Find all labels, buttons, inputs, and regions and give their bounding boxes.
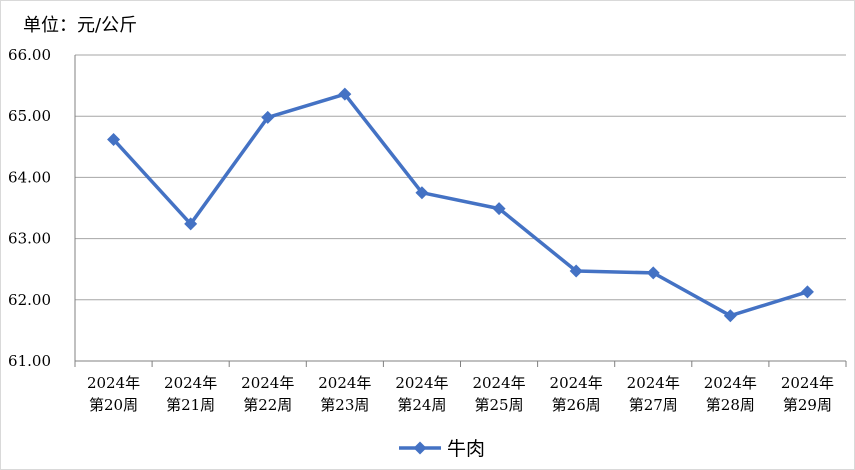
- data-point: [569, 264, 583, 278]
- y-tick-label: 61.00: [8, 352, 51, 370]
- legend-label: 牛肉: [447, 438, 485, 460]
- series-line: [112, 92, 808, 318]
- legend-marker: [413, 441, 427, 455]
- data-point: [492, 202, 506, 216]
- unit-label: 单位：元/公斤: [23, 15, 138, 36]
- data-point: [338, 87, 352, 101]
- x-tick-label: 2024年第27周: [627, 374, 680, 414]
- y-tick-label: 66.00: [8, 46, 51, 64]
- y-tick-label: 62.00: [8, 291, 51, 309]
- x-tick-label: 2024年第24周: [395, 374, 448, 414]
- y-tick-label: 64.00: [8, 168, 51, 186]
- x-tick-label: 2024年第25周: [472, 374, 525, 414]
- x-tick-label: 2024年第28周: [704, 374, 757, 414]
- x-tick-label: 2024年第26周: [550, 374, 603, 414]
- x-tick-label: 2024年第21周: [164, 374, 217, 414]
- data-point: [261, 110, 275, 124]
- data-point: [415, 186, 429, 200]
- data-point: [723, 309, 737, 323]
- x-tick-label: 2024年第22周: [241, 374, 294, 414]
- y-tick-label: 65.00: [8, 107, 51, 125]
- data-point: [800, 285, 814, 299]
- x-tick-label: 2024年第20周: [87, 374, 140, 414]
- x-tick-label: 2024年第23周: [318, 374, 371, 414]
- data-point: [107, 132, 121, 146]
- x-tick-label: 2024年第29周: [781, 374, 834, 414]
- data-point: [184, 217, 198, 231]
- y-tick-label: 63.00: [8, 230, 51, 248]
- data-point: [646, 266, 660, 280]
